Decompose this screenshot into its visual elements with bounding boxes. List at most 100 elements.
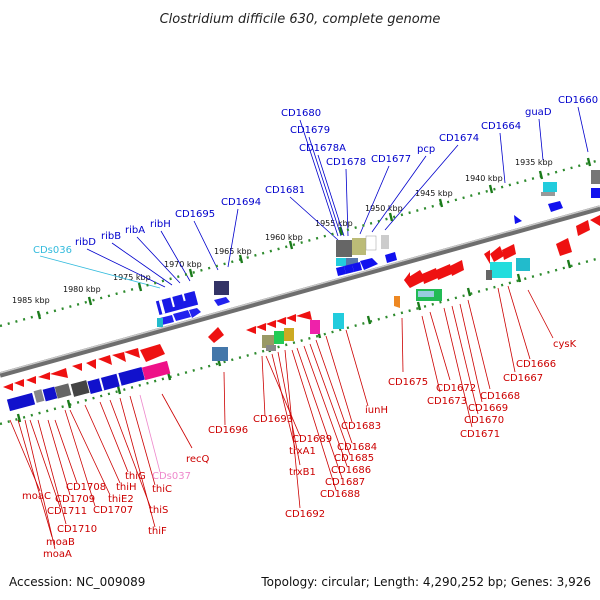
gene-arrow[interactable] <box>160 315 174 325</box>
gene-label[interactable]: CD1684 <box>337 442 377 453</box>
gene-label[interactable]: thiF <box>148 526 167 537</box>
gene-label[interactable]: CD1667 <box>503 373 543 384</box>
gene-label[interactable]: CD1711 <box>47 506 87 517</box>
gene-label[interactable]: CD1688 <box>320 489 360 500</box>
gene-label[interactable]: pcp <box>417 144 435 155</box>
gene-label[interactable]: CD1670 <box>464 415 504 426</box>
tick-label: 1975 kbp <box>113 273 151 282</box>
tick-label: 1980 kbp <box>63 285 101 294</box>
gene-arrow[interactable] <box>548 201 563 212</box>
gene-label[interactable]: CD1669 <box>468 403 508 414</box>
gene-arrow[interactable] <box>50 368 68 378</box>
gene-label[interactable]: CD1679 <box>290 125 330 136</box>
lower-gene-glyphs <box>3 215 600 412</box>
gene-label[interactable]: recQ <box>186 454 210 465</box>
gene-label[interactable]: ribD <box>75 237 96 248</box>
gene-label[interactable]: CD1664 <box>481 121 521 132</box>
gene-block[interactable] <box>336 240 352 257</box>
gene-block[interactable] <box>381 235 389 249</box>
gene-label[interactable]: CD1672 <box>436 383 476 394</box>
gene-label[interactable]: ribH <box>150 219 171 230</box>
upper-connectors <box>39 106 589 289</box>
gene-label[interactable]: CD1710 <box>57 524 97 535</box>
tick-label: 1965 kbp <box>214 247 252 256</box>
gene-label[interactable]: cysK <box>553 339 577 350</box>
gene-arrow[interactable] <box>173 310 191 321</box>
lower-connectors <box>9 285 554 550</box>
gene-label[interactable]: CD1695 <box>175 209 215 220</box>
gene-arrow[interactable] <box>98 355 112 365</box>
gene-label[interactable]: thiH <box>116 482 137 493</box>
gene-block[interactable] <box>543 182 557 192</box>
gene-label[interactable]: thiE2 <box>108 494 134 505</box>
gene-block[interactable] <box>214 281 229 295</box>
gene-label[interactable]: CD1675 <box>388 377 428 388</box>
gene-label[interactable]: CD1677 <box>371 154 411 165</box>
gene-label[interactable]: CD1708 <box>66 482 106 493</box>
gene-label[interactable]: thiG <box>125 471 146 482</box>
gene-arrow[interactable] <box>140 344 165 362</box>
gene-label[interactable]: ribB <box>101 231 121 242</box>
gene-block[interactable] <box>262 335 274 348</box>
gene-label[interactable]: CD1673 <box>427 396 467 407</box>
gene-label[interactable]: CD1680 <box>281 108 321 119</box>
gene-block[interactable] <box>87 366 145 395</box>
gene-label[interactable]: trxA1 <box>289 446 316 457</box>
gene-label[interactable]: CD1678 <box>326 157 366 168</box>
gene-label[interactable]: moaC <box>22 491 51 502</box>
gene-label[interactable]: CD1685 <box>334 453 374 464</box>
gene-arrow[interactable] <box>38 372 50 380</box>
gene-label[interactable]: CD1678A <box>299 143 346 154</box>
gene-label[interactable]: ribA <box>125 225 145 236</box>
gene-label[interactable]: CD1707 <box>93 505 133 516</box>
gene-block[interactable] <box>141 360 171 381</box>
gene-label[interactable]: CD1660 <box>558 95 598 106</box>
gene-arrow[interactable] <box>124 348 140 358</box>
gene-label[interactable]: trxB1 <box>289 467 316 478</box>
gene-arrow[interactable] <box>86 359 96 369</box>
gene-label[interactable]: thiS <box>149 505 168 516</box>
gene-arrow[interactable] <box>112 352 126 362</box>
gene-label[interactable]: CD1686 <box>331 465 371 476</box>
gene-label[interactable]: guaD <box>525 107 552 118</box>
gene-arrow[interactable] <box>189 308 201 318</box>
upper-gene-glyphs <box>155 170 600 327</box>
gene-arrow[interactable] <box>26 376 36 384</box>
gene-arrow[interactable] <box>3 383 13 391</box>
gene-arrow[interactable] <box>72 363 82 371</box>
gene-label[interactable]: CDs037 <box>152 471 191 482</box>
gene-block[interactable] <box>6 392 36 412</box>
gene-label[interactable]: CD1696 <box>208 425 248 436</box>
gene-label[interactable]: moaB <box>46 537 75 548</box>
gene-label[interactable]: CD1666 <box>516 359 556 370</box>
gene-arrow[interactable] <box>208 327 224 343</box>
upper-track-ticks <box>36 157 592 320</box>
gene-label[interactable]: CD1674 <box>439 133 479 144</box>
gene-label[interactable]: CDs036 <box>33 245 72 256</box>
gene-label[interactable]: CD1694 <box>221 197 261 208</box>
gene-block[interactable] <box>490 262 512 278</box>
gene-label[interactable]: moaA <box>43 549 72 560</box>
gene-label[interactable]: CD1683 <box>341 421 381 432</box>
gene-label[interactable]: CD1668 <box>480 391 520 402</box>
genome-backbone-highlight <box>0 205 600 374</box>
gene-arrow[interactable] <box>214 297 230 306</box>
tick-label: 1935 kbp <box>515 158 553 167</box>
gene-arrow[interactable] <box>514 215 522 224</box>
gene-label[interactable]: CD1709 <box>55 494 95 505</box>
gene-label[interactable]: CD1692 <box>285 509 325 520</box>
gene-block[interactable] <box>352 238 366 255</box>
gene-label[interactable]: iunH <box>365 405 388 416</box>
upper-gene-labels: CDs036 ribD ribB ribA ribH CD1695 CD1694… <box>33 95 598 256</box>
gene-block[interactable] <box>155 291 199 315</box>
map-title: Clostridium difficile 630, complete geno… <box>160 12 441 27</box>
gene-label[interactable]: CD1681 <box>265 185 305 196</box>
gene-label[interactable]: CD1671 <box>460 429 500 440</box>
gene-arrow[interactable] <box>14 379 24 387</box>
gene-label[interactable]: CD1689 <box>292 434 332 445</box>
tick-label: 1985 kbp <box>12 296 50 305</box>
gene-label[interactable]: CD1693 <box>253 414 293 425</box>
gene-label[interactable]: thiC <box>152 484 172 495</box>
gene-label[interactable]: CD1687 <box>325 477 365 488</box>
gene-block[interactable] <box>212 347 228 361</box>
